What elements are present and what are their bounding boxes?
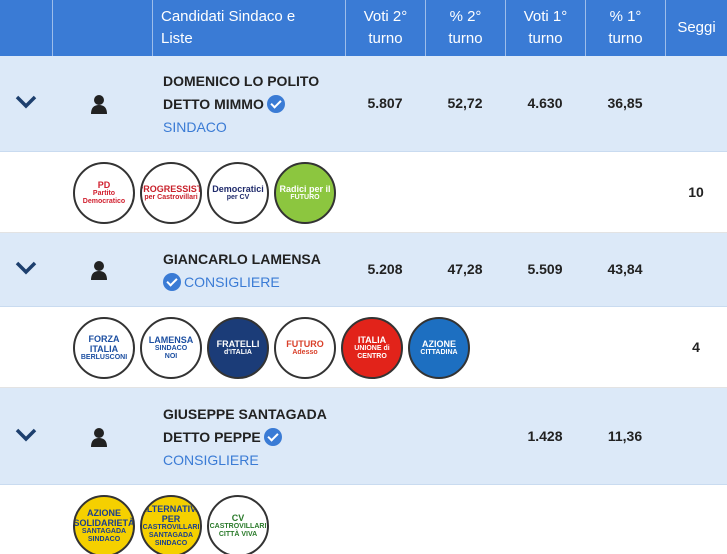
- logo-text: CV: [231, 513, 245, 523]
- logo-text: CASTROVILLARI: [209, 523, 267, 530]
- logo-text: SINDACO: [154, 540, 188, 547]
- vote-value: 5.807: [367, 95, 403, 111]
- logo-text: AZIONE: [421, 338, 456, 349]
- list-logo: PROGRESSISTI per Castrovillari: [140, 161, 202, 224]
- list-logo: FORZA ITALIA BERLUSCONI: [73, 316, 135, 379]
- column-header: % 1° turno: [608, 8, 643, 47]
- vote-value: 1.428: [527, 427, 563, 444]
- logo-text: FRATELLI: [216, 338, 260, 349]
- logo-text: NOI: [164, 352, 178, 360]
- role-text: CONSIGLIERE: [184, 273, 280, 290]
- candidate-row: [0, 233, 727, 307]
- logo-text: SINDACO: [154, 344, 188, 352]
- header-cell: Candidati Sindaco e Liste: [152, 0, 345, 56]
- candidate-role: CONSIGLIERE: [163, 448, 259, 471]
- expand-toggle[interactable]: [15, 428, 37, 442]
- verified-badge: [163, 272, 181, 291]
- logo-text: Democratici: [212, 183, 264, 194]
- name-text: GIUSEPPE SANTAGADA: [163, 405, 327, 422]
- candidate-name: GIANCARLO LAMENSA: [163, 247, 321, 270]
- list-logo: Radici per il FUTURO: [274, 161, 336, 224]
- logo-text: CITTÀ VIVA: [218, 531, 258, 538]
- vote-value: 36,85: [607, 95, 643, 111]
- expand-toggle[interactable]: [15, 95, 37, 109]
- vote-value: 11,36: [607, 427, 643, 444]
- table-header: [0, 0, 727, 56]
- header-cell: % 1° turno: [585, 0, 665, 56]
- list-logo: LAMENSA SINDACO NOI: [140, 316, 202, 379]
- logo-text: per Castrovillari: [144, 193, 198, 201]
- header-cell: % 2° turno: [425, 0, 505, 56]
- header-cell: [52, 0, 152, 56]
- logo-text: UNIONE di CENTRO: [354, 344, 390, 360]
- list-logo: FUTURO Adesso: [274, 316, 336, 379]
- logo-text: PROGRESSISTI: [140, 183, 202, 194]
- logo-text: CASTROVILLARI: [142, 524, 200, 531]
- candidate-name: DETTO PEPPE: [163, 425, 285, 448]
- header-cell: Voti 2° turno: [345, 0, 425, 56]
- column-header: Seggi: [677, 19, 716, 36]
- logo-text: FUTURO: [286, 338, 324, 349]
- candidate-row: [0, 56, 727, 152]
- logo-text: ALTERNATIVA PER: [140, 504, 202, 524]
- logo-text: CITTADINA: [420, 348, 458, 356]
- person-icon: [90, 94, 108, 114]
- logo-text: ITALIA: [357, 334, 387, 345]
- verified-badge: [263, 427, 282, 446]
- list-logo: Democratici per CV: [207, 161, 269, 224]
- logo-text: per CV: [226, 193, 250, 201]
- vote-value: 43,84: [607, 261, 643, 277]
- logo-text: FUTURO: [290, 193, 320, 201]
- list-logo: CV CASTROVILLARI CITTÀ VIVA: [207, 495, 269, 554]
- list-logo: AZIONE SOLIDARIETÀ SANTAGADA SINDACO: [73, 495, 135, 554]
- logo-text: LAMENSA: [148, 334, 194, 345]
- seats-value: 4: [692, 338, 700, 355]
- person-icon: [90, 427, 108, 447]
- verified-badge: [266, 95, 285, 113]
- candidate-name: GIUSEPPE SANTAGADA: [163, 402, 327, 425]
- expand-toggle[interactable]: [15, 261, 37, 275]
- logo-text: FORZA ITALIA: [88, 333, 120, 354]
- column-header: Voti 1° turno: [523, 8, 568, 47]
- vote-value: 5.509: [527, 261, 563, 277]
- name-text: GIANCARLO LAMENSA: [163, 250, 321, 267]
- logo-text: d'ITALIA: [224, 348, 252, 356]
- vote-value: 52,72: [447, 95, 483, 111]
- name-text: DETTO MIMMO: [163, 96, 264, 112]
- list-logo: AZIONE CITTADINA: [408, 316, 470, 379]
- column-header: Voti 2° turno: [363, 8, 408, 47]
- header-cell: Voti 1° turno: [505, 0, 585, 56]
- candidate-name: DETTO MIMMO: [163, 93, 288, 116]
- candidate-name: DOMENICO LO POLITO: [163, 70, 319, 93]
- vote-value: 47,28: [447, 261, 483, 277]
- role-text: CONSIGLIERE: [163, 451, 259, 468]
- logo-text: SANTAGADA: [148, 532, 194, 539]
- role-text: SINDACO: [163, 119, 227, 135]
- candidate-role: SINDACO: [163, 116, 227, 139]
- vote-value: 5.208: [367, 261, 403, 277]
- seats-value: 10: [688, 183, 704, 200]
- logo-text: Radici per il: [279, 183, 331, 194]
- name-text: DOMENICO LO POLITO: [163, 73, 320, 89]
- person-icon: [90, 260, 108, 280]
- candidate-row: [0, 388, 727, 485]
- candidate-role: CONSIGLIERE: [163, 270, 280, 293]
- logo-text: AZIONE SOLIDARIETÀ: [73, 508, 135, 528]
- logo-text: SANTAGADA SINDACO: [81, 528, 127, 543]
- list-logo: ITALIA UNIONE di CENTRO: [341, 316, 403, 379]
- column-header: Candidati Sindaco e Liste: [161, 8, 296, 47]
- logo-text: Adesso: [292, 348, 318, 356]
- list-logo: FRATELLI d'ITALIA: [207, 316, 269, 379]
- list-logo: ALTERNATIVA PER CASTROVILLARI SANTAGADA SIN…: [140, 495, 202, 554]
- logo-text: BERLUSCONI: [80, 353, 128, 361]
- vote-value: 4.630: [527, 95, 563, 111]
- name-text: DETTO PEPPE: [163, 428, 261, 445]
- column-header: % 2° turno: [448, 8, 483, 47]
- logo-text: Partito Democratico: [82, 189, 126, 205]
- logo-text: PD: [97, 179, 111, 190]
- header-cell: Seggi: [665, 0, 727, 56]
- list-logo: PD Partito Democratico: [73, 161, 135, 224]
